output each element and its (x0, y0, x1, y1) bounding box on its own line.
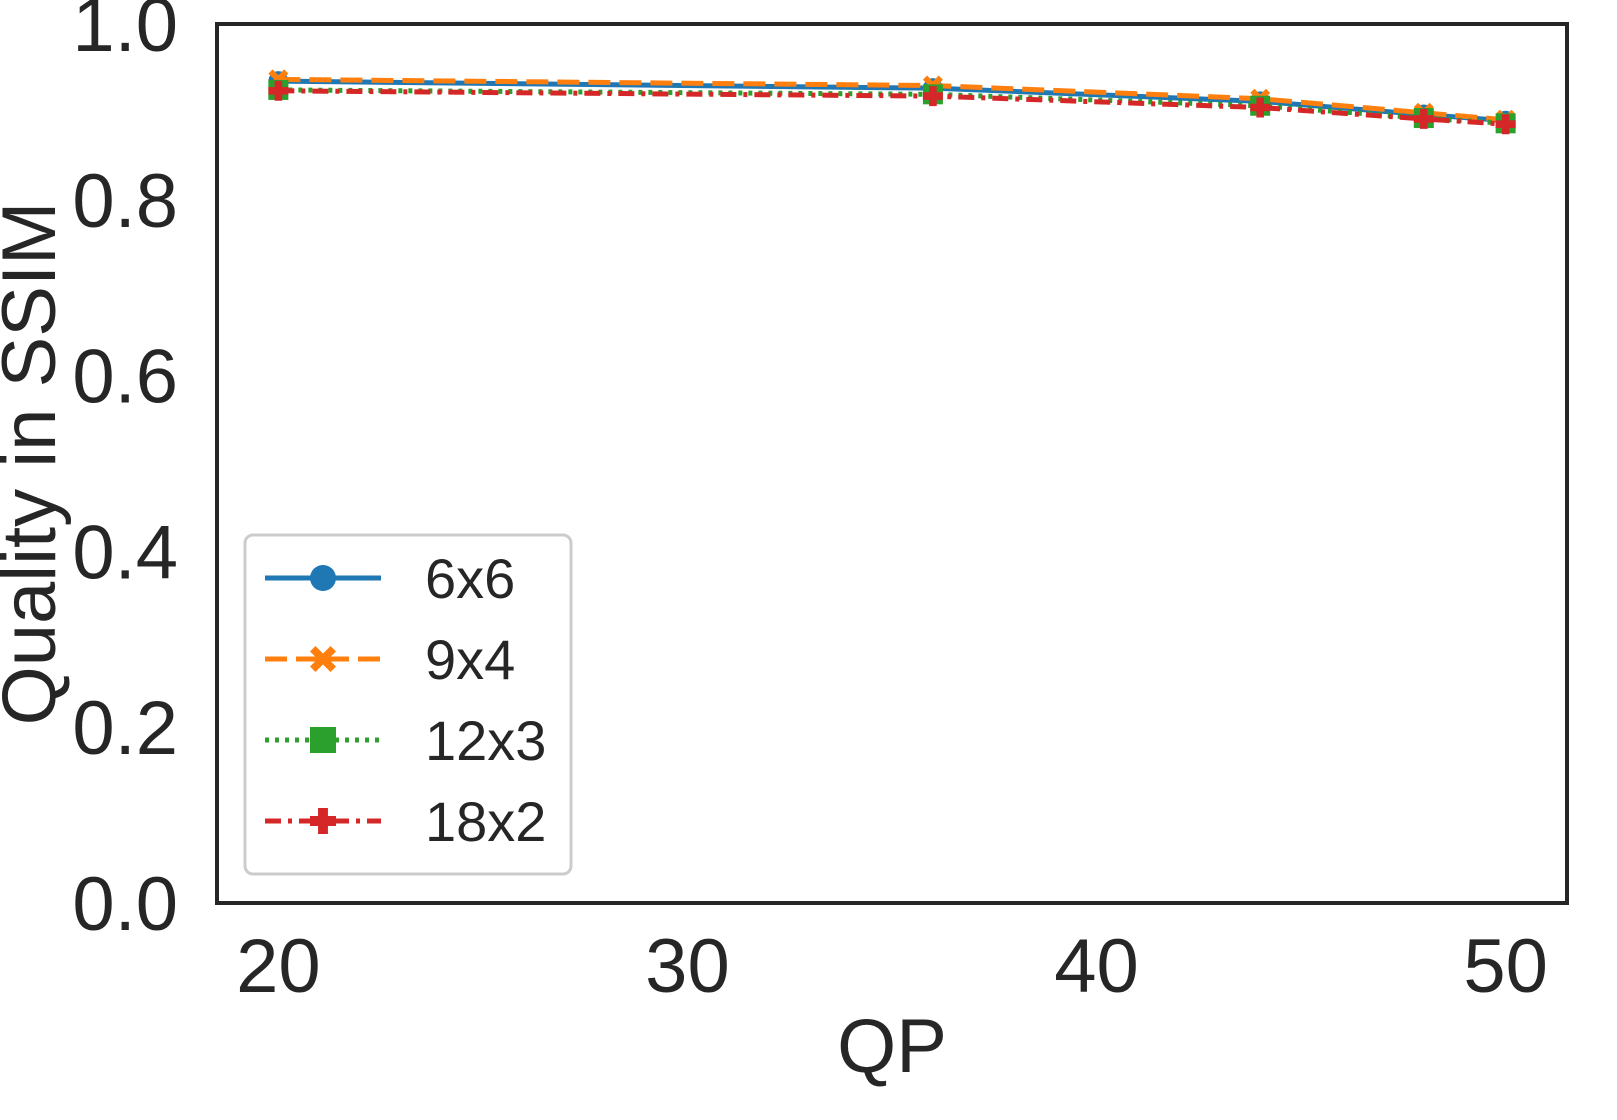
y-tick-label: 0.0 (72, 862, 178, 947)
series-6x6 (268, 71, 1516, 131)
legend-item: 6x6 (265, 547, 515, 610)
data-point (1250, 97, 1271, 118)
legend-marker (310, 808, 336, 834)
legend-item: 18x2 (265, 790, 546, 853)
legend-box (243, 533, 573, 876)
y-tick-label: 0.2 (72, 686, 178, 771)
legend-label: 9x4 (425, 628, 515, 691)
x-tick-label: 30 (645, 924, 730, 1009)
data-point (1413, 108, 1434, 129)
legend-label: 18x2 (425, 790, 546, 853)
legend-label: 12x3 (425, 709, 546, 772)
legend-marker (310, 565, 336, 591)
legend: 6x6 9x4 12x3 18x2 (243, 533, 573, 876)
y-tick-label: 0.6 (72, 335, 178, 420)
legend-marker (310, 646, 336, 672)
series-layer (268, 69, 1516, 135)
legend-item: 12x3 (265, 709, 546, 772)
x-tick-label: 40 (1054, 924, 1139, 1009)
y-axis-label: Quality in SSIM (0, 202, 72, 726)
plot-frame (215, 22, 1569, 905)
series-18x2 (268, 80, 1516, 135)
data-point (1495, 114, 1516, 135)
y-tick-label: 1.0 (72, 0, 178, 68)
legend-item: 9x4 (265, 628, 515, 691)
y-axis-ticks: 0.0 0.2 0.4 0.6 0.8 1.0 (72, 0, 178, 947)
legend-label: 6x6 (425, 547, 515, 610)
x-tick-label: 20 (236, 924, 321, 1009)
y-tick-label: 0.4 (72, 510, 178, 595)
series-line (278, 78, 1506, 124)
x-tick-label: 50 (1463, 924, 1548, 1009)
x-axis-label: QP (837, 1004, 947, 1089)
data-point (268, 80, 289, 101)
y-tick-label: 0.8 (72, 159, 178, 244)
x-axis-ticks: 20 30 40 50 (236, 924, 1548, 1009)
data-point (922, 86, 943, 107)
series-9x4 (268, 69, 1516, 130)
legend-marker (310, 727, 336, 753)
